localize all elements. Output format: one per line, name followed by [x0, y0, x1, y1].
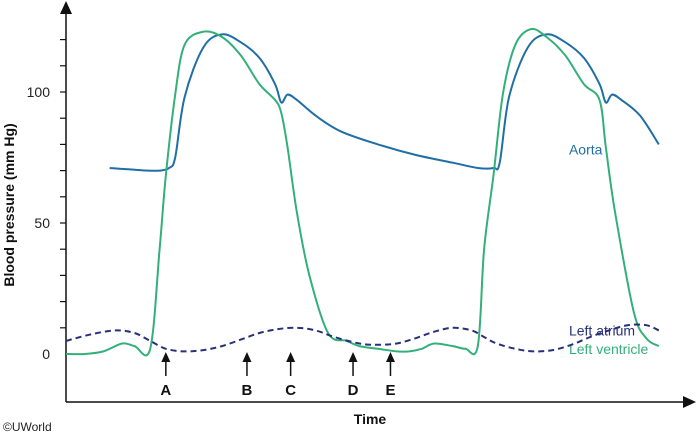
- y-tick-label: 100: [27, 84, 51, 100]
- marker-arrow-head-c: [286, 352, 296, 362]
- marker-arrow-head-a: [161, 352, 171, 362]
- y-tick-label: 50: [34, 215, 50, 231]
- marker-arrow-head-d: [348, 352, 358, 362]
- marker-label-b: B: [242, 382, 253, 399]
- series-label-aorta: Aorta: [569, 142, 603, 158]
- x-axis-title: Time: [354, 411, 387, 427]
- series-line-left-atrium: [65, 323, 660, 353]
- markers-layer: A B C D E: [160, 352, 395, 399]
- marker-arrow-head-b: [242, 352, 252, 362]
- y-axis: [60, 1, 72, 402]
- y-ticks: 0 50 100: [27, 38, 66, 362]
- series-layer: Aorta Left ventricle Left atrium: [65, 27, 660, 357]
- copyright-credit: ©UWorld: [3, 420, 52, 434]
- x-axis-arrow: [683, 396, 696, 408]
- marker-label-c: C: [285, 382, 296, 399]
- y-tick-label: 0: [42, 346, 50, 362]
- y-axis-title: Blood pressure (mm Hg): [1, 123, 17, 286]
- marker-label-d: D: [348, 382, 359, 399]
- marker-label-e: E: [385, 382, 395, 399]
- series-line-left-ventricle: [65, 27, 660, 357]
- x-axis: [66, 396, 696, 408]
- marker-label-a: A: [160, 382, 171, 399]
- marker-arrow-head-e: [385, 352, 395, 362]
- y-axis-arrow: [60, 1, 72, 14]
- series-label-left-atrium: Left atrium: [569, 322, 635, 338]
- series-label-left-ventricle: Left ventricle: [569, 341, 649, 357]
- series-line-aorta: [109, 33, 660, 172]
